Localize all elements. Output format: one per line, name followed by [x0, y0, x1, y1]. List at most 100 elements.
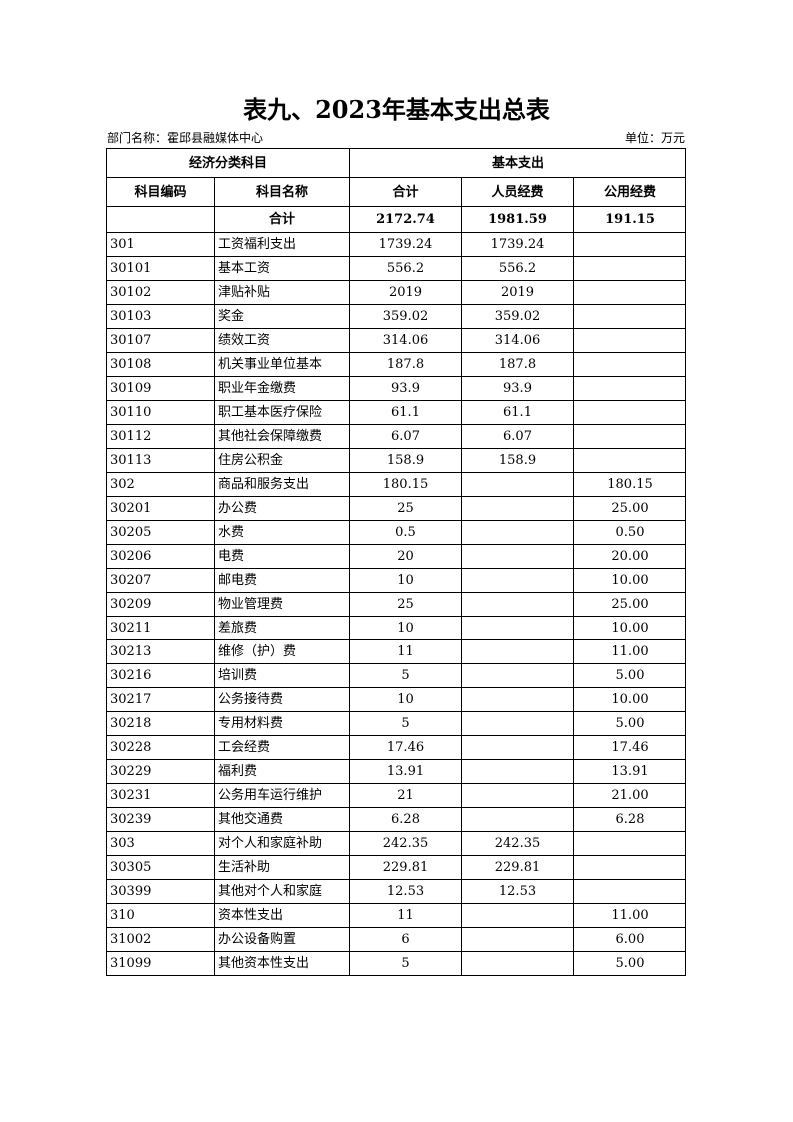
amount-cell: 10	[349, 687, 461, 711]
code-cell: 30211	[106, 616, 214, 639]
amount-cell	[461, 568, 573, 592]
amount-cell: 180.15	[349, 472, 461, 496]
amount-cell: 10	[349, 616, 461, 639]
name-cell: 其他社会保障缴费	[214, 424, 349, 448]
name-cell: 电费	[214, 544, 349, 568]
amount-cell: 11.00	[573, 903, 686, 927]
total-cell: 191.15	[573, 206, 686, 232]
amount-cell: 5	[349, 663, 461, 687]
code-cell: 30108	[106, 352, 214, 376]
code-cell: 30109	[106, 376, 214, 400]
amount-cell: 0.50	[573, 520, 686, 544]
amount-cell: 61.1	[461, 400, 573, 424]
code-cell: 30205	[106, 520, 214, 544]
code-cell: 30228	[106, 735, 214, 759]
name-cell: 商品和服务支出	[214, 472, 349, 496]
amount-cell: 21.00	[573, 783, 686, 807]
name-cell: 福利费	[214, 759, 349, 783]
code-cell: 301	[106, 232, 214, 256]
amount-cell	[461, 639, 573, 663]
amount-cell: 93.9	[461, 376, 573, 400]
amount-cell: 25	[349, 592, 461, 616]
amount-cell: 25.00	[573, 592, 686, 616]
amount-cell: 6	[349, 927, 461, 951]
column-header: 科目编码	[106, 177, 214, 206]
total-cell: 2172.74	[349, 206, 461, 232]
amount-cell: 5	[349, 951, 461, 975]
amount-cell	[573, 400, 686, 424]
amount-cell: 2019	[461, 280, 573, 304]
name-cell: 邮电费	[214, 568, 349, 592]
amount-cell: 556.2	[349, 256, 461, 280]
name-cell: 其他对个人和家庭	[214, 879, 349, 903]
name-cell: 生活补助	[214, 855, 349, 879]
code-cell: 30113	[106, 448, 214, 472]
code-cell: 30213	[106, 639, 214, 663]
amount-cell: 359.02	[461, 304, 573, 328]
amount-cell	[461, 711, 573, 735]
amount-cell: 12.53	[349, 879, 461, 903]
name-cell: 奖金	[214, 304, 349, 328]
amount-cell: 6.28	[349, 807, 461, 831]
amount-cell: 5.00	[573, 663, 686, 687]
amount-cell: 314.06	[349, 328, 461, 352]
code-cell: 30217	[106, 687, 214, 711]
name-cell: 公务接待费	[214, 687, 349, 711]
code-cell: 30231	[106, 783, 214, 807]
amount-cell	[461, 592, 573, 616]
amount-cell: 93.9	[349, 376, 461, 400]
group-header: 基本支出	[349, 148, 686, 177]
code-cell: 30399	[106, 879, 214, 903]
group-header: 经济分类科目	[106, 148, 349, 177]
amount-cell: 13.91	[349, 759, 461, 783]
name-cell: 职业年金缴费	[214, 376, 349, 400]
name-cell: 维修（护）费	[214, 639, 349, 663]
code-cell: 30239	[106, 807, 214, 831]
code-cell: 30101	[106, 256, 214, 280]
code-cell: 31099	[106, 951, 214, 975]
name-cell: 办公设备购置	[214, 927, 349, 951]
column-header: 人员经费	[461, 177, 573, 206]
amount-cell: 6.00	[573, 927, 686, 951]
amount-cell: 10.00	[573, 687, 686, 711]
column-header: 合计	[349, 177, 461, 206]
amount-cell: 158.9	[461, 448, 573, 472]
unit: 单位：万元	[624, 131, 685, 145]
amount-cell: 25	[349, 496, 461, 520]
amount-cell: 20	[349, 544, 461, 568]
code-cell: 30209	[106, 592, 214, 616]
amount-cell	[573, 424, 686, 448]
amount-cell	[461, 735, 573, 759]
amount-cell	[573, 352, 686, 376]
amount-cell	[461, 759, 573, 783]
amount-cell: 11	[349, 639, 461, 663]
name-cell: 专用材料费	[214, 711, 349, 735]
amount-cell	[461, 903, 573, 927]
code-cell: 30102	[106, 280, 214, 304]
amount-cell	[461, 544, 573, 568]
name-cell: 职工基本医疗保险	[214, 400, 349, 424]
column-header: 科目名称	[214, 177, 349, 206]
amount-cell: 187.8	[349, 352, 461, 376]
code-cell: 30201	[106, 496, 214, 520]
title: 表九、2023年基本支出总表	[243, 95, 550, 124]
amount-cell: 314.06	[461, 328, 573, 352]
amount-cell	[461, 687, 573, 711]
amount-cell: 2019	[349, 280, 461, 304]
amount-cell	[461, 520, 573, 544]
department: 部门名称：霍邱县融媒体中心	[107, 131, 264, 145]
total-cell: 1981.59	[461, 206, 573, 232]
name-cell: 其他交通费	[214, 807, 349, 831]
amount-cell: 10.00	[573, 616, 686, 639]
amount-cell: 6.28	[573, 807, 686, 831]
amount-cell: 229.81	[461, 855, 573, 879]
amount-cell	[461, 927, 573, 951]
name-cell: 基本工资	[214, 256, 349, 280]
amount-cell	[573, 328, 686, 352]
amount-cell: 229.81	[349, 855, 461, 879]
amount-cell	[573, 256, 686, 280]
amount-cell: 13.91	[573, 759, 686, 783]
amount-cell: 5.00	[573, 711, 686, 735]
amount-cell: 187.8	[461, 352, 573, 376]
code-cell: 30107	[106, 328, 214, 352]
